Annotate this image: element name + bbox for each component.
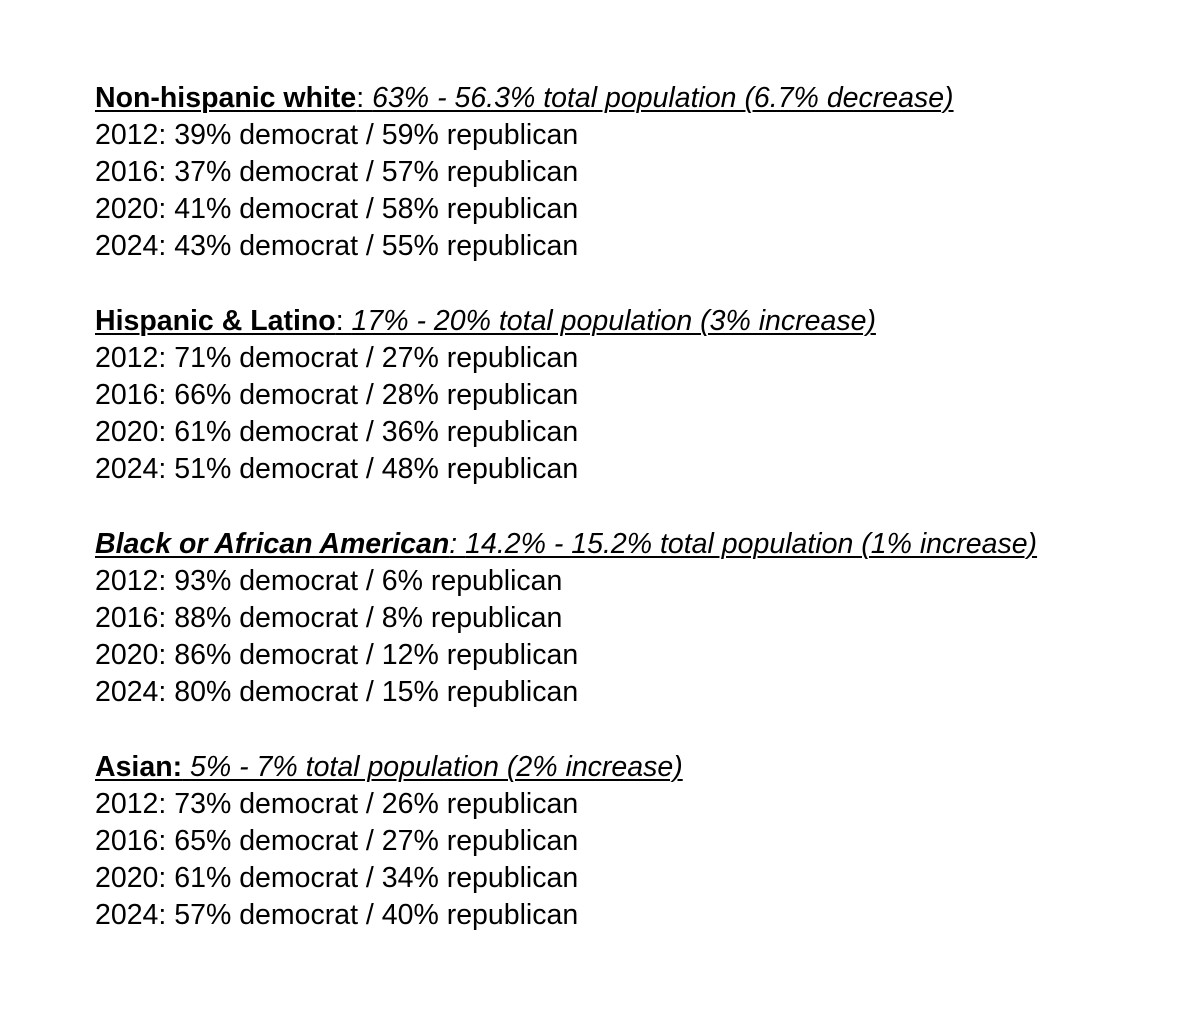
- year-row: 2016: 65% democrat / 27% republican: [95, 825, 579, 857]
- year-row: 2024: 51% democrat / 48% republican: [95, 453, 579, 485]
- group-name: Non-hispanic white: [95, 82, 357, 114]
- year-row: 2012: 71% democrat / 27% republican: [95, 342, 579, 374]
- section-hispanic-latino: Hispanic & Latino: 17% - 20% total popul…: [95, 303, 1175, 488]
- heading-separator: :: [335, 305, 352, 337]
- heading-separator: :: [449, 528, 466, 560]
- document-body: Non-hispanic white: 63% - 56.3% total po…: [95, 80, 1175, 972]
- section-asian: Asian: 5% - 7% total population (2% incr…: [95, 749, 1175, 934]
- year-row: 2024: 57% democrat / 40% republican: [95, 899, 579, 931]
- heading-separator: :: [356, 82, 373, 114]
- group-name: Black or African American: [95, 528, 450, 560]
- year-row: 2020: 61% democrat / 34% republican: [95, 862, 579, 894]
- year-row: 2024: 43% democrat / 55% republican: [95, 230, 579, 262]
- year-row: 2016: 66% democrat / 28% republican: [95, 379, 579, 411]
- section-black-african-american: Black or African American: 14.2% - 15.2%…: [95, 526, 1175, 711]
- group-name: Hispanic & Latino: [95, 305, 336, 337]
- year-row: 2020: 61% democrat / 36% republican: [95, 416, 579, 448]
- year-row: 2016: 37% democrat / 57% republican: [95, 156, 579, 188]
- section-heading: Hispanic & Latino: 17% - 20% total popul…: [95, 303, 1175, 340]
- population-detail: 63% - 56.3% total population (6.7% decre…: [372, 82, 954, 114]
- year-row: 2020: 86% democrat / 12% republican: [95, 639, 579, 671]
- population-detail: 14.2% - 15.2% total population (1% incre…: [465, 528, 1038, 560]
- year-row: 2012: 73% democrat / 26% republican: [95, 788, 579, 820]
- section-heading: Black or African American: 14.2% - 15.2%…: [95, 526, 1175, 563]
- heading-separator: [182, 751, 190, 783]
- year-row: 2016: 88% democrat / 8% republican: [95, 602, 563, 634]
- year-row: 2020: 41% democrat / 58% republican: [95, 193, 579, 225]
- year-row: 2012: 93% democrat / 6% republican: [95, 565, 563, 597]
- population-detail: 17% - 20% total population (3% increase): [351, 305, 876, 337]
- group-name: Asian:: [95, 751, 183, 783]
- section-heading: Asian: 5% - 7% total population (2% incr…: [95, 749, 1175, 786]
- year-row: 2012: 39% democrat / 59% republican: [95, 119, 579, 151]
- year-row: 2024: 80% democrat / 15% republican: [95, 676, 579, 708]
- section-heading: Non-hispanic white: 63% - 56.3% total po…: [95, 80, 1175, 117]
- section-non-hispanic-white: Non-hispanic white: 63% - 56.3% total po…: [95, 80, 1175, 265]
- population-detail: 5% - 7% total population (2% increase): [190, 751, 683, 783]
